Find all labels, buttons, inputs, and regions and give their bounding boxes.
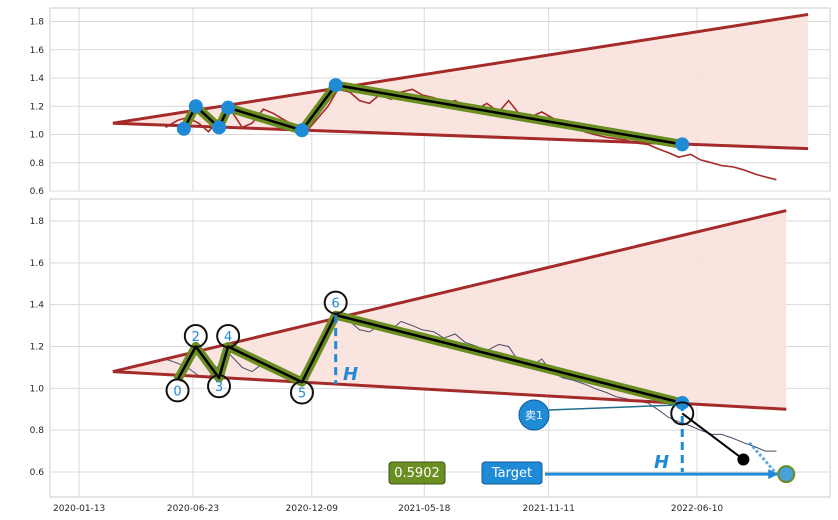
y-tick-label: 1.6 — [30, 259, 45, 269]
x-tick-label: 2022-06-10 — [671, 504, 724, 514]
point-label-text: 4 — [224, 330, 232, 345]
pivot-marker — [188, 99, 203, 114]
y-tick-label: 1.4 — [30, 74, 45, 84]
sell-signal-text: 卖1 — [525, 409, 543, 422]
bottom-y-tick-labels: 0.6 0.8 1.0 1.2 1.4 1.6 1.8 — [30, 217, 45, 478]
x-tick-label: 2020-01-13 — [53, 504, 105, 514]
point-label-text: 3 — [215, 380, 223, 395]
x-tick-label: 2021-05-18 — [398, 504, 451, 514]
bottom-x-tick-labels: 2020-01-13 2020-06-23 2020-12-09 2021-05-18… — [53, 504, 723, 514]
height-label-target: H — [654, 452, 669, 473]
breakdown-line — [681, 412, 744, 461]
top-lower-trendline — [112, 121, 809, 151]
breakdown-endpoint — [737, 453, 750, 466]
y-tick-label: 1.2 — [30, 102, 44, 112]
y-tick-label: 0.6 — [30, 468, 45, 478]
y-tick-label: 1.0 — [30, 384, 45, 394]
target-arrow-head — [768, 469, 779, 480]
sell-connector — [548, 404, 677, 411]
point-label-text: 0 — [173, 384, 181, 399]
point-label-text: 5 — [298, 387, 306, 402]
pivot-marker — [212, 120, 227, 135]
top-y-tick-labels: 0.6 0.8 1.0 1.2 1.4 1.6 1.8 — [30, 18, 45, 198]
pivot-marker — [294, 123, 309, 138]
bottom-point-labels: 0 2 3 4 5 6 — [165, 290, 348, 405]
y-tick-label: 1.8 — [30, 217, 45, 227]
x-tick-label: 2021-11-11 — [523, 504, 575, 514]
point-label-circle — [207, 374, 232, 399]
y-tick-label: 1.6 — [30, 46, 45, 56]
bottom-triangle-fill — [112, 210, 787, 410]
breakout-circle — [670, 401, 695, 426]
x-tick-label: 2020-12-09 — [286, 504, 339, 514]
y-tick-label: 1.2 — [30, 343, 44, 353]
target-projection-dash — [748, 441, 782, 480]
y-tick-label: 0.8 — [30, 159, 45, 169]
y-tick-label: 1.4 — [30, 301, 45, 311]
top-triangle-fill — [112, 14, 809, 149]
target-value-box: 0.5902 — [388, 461, 446, 485]
point-label-text: 2 — [192, 330, 200, 345]
y-tick-label: 0.6 — [30, 187, 45, 197]
sell-signal-badge: 卖1 — [518, 399, 550, 431]
point-label-circle — [165, 378, 190, 403]
pivot-marker — [221, 100, 236, 115]
target-label-box: Target — [481, 461, 543, 485]
point-label-circle — [289, 380, 314, 405]
point-label-circle — [216, 324, 241, 349]
pivot-marker — [328, 78, 343, 93]
top-pivot-markers — [176, 78, 690, 152]
x-tick-label: 2020-06-23 — [167, 504, 219, 514]
y-tick-label: 1.0 — [30, 131, 45, 141]
bottom-annotations — [334, 315, 796, 484]
pivot-marker — [176, 121, 191, 136]
y-tick-label: 1.8 — [30, 18, 45, 28]
y-tick-label: 0.8 — [30, 426, 45, 436]
point-label-circle — [183, 324, 208, 349]
target-label-text: Target — [491, 466, 532, 481]
pivot-marker — [675, 137, 690, 152]
target-point — [777, 465, 796, 484]
top-panel: 0.6 0.8 1.0 1.2 1.4 1.6 1.8 — [30, 7, 831, 198]
height-label-pattern: H — [343, 364, 358, 385]
point-label-circle — [323, 290, 348, 315]
target-value-text: 0.5902 — [394, 466, 440, 481]
point-label-text: 6 — [332, 297, 340, 312]
